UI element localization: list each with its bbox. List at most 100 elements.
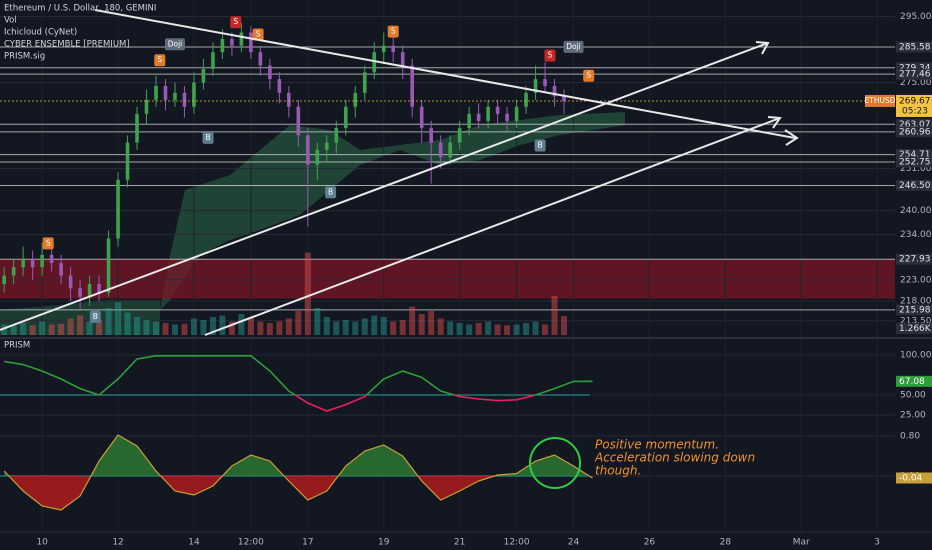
signal-label: B [93,312,98,321]
highlight-circle [529,437,581,489]
pane-title: PRISM [4,341,30,351]
value-label: -0.04 [899,474,923,484]
candle-body [448,142,452,158]
volume-bar [390,321,397,335]
volume-bar [152,321,159,335]
candle-body [97,284,101,293]
last-price-tag [896,94,932,117]
candle-body [163,85,168,100]
volume-bar [190,318,197,335]
volume-tag [896,323,932,334]
candle-body [201,68,206,83]
x-tick-label: 10 [36,538,48,548]
volume-bar [209,317,216,335]
volume-bar [247,317,254,335]
volume-bar [143,320,150,335]
chart-title: Ethereum / U.S. Dollar, 180, GEMINI [4,4,156,14]
y-tick-label: 234.00 [900,230,932,240]
volume-bar [314,308,321,335]
candle-body [514,106,519,121]
y-tick-label: 295.00 [900,12,932,22]
annotation: Positive momentum. [595,438,719,452]
x-tick-label: 12:00 [238,538,264,548]
candle-body [467,113,471,129]
level-tag [896,180,932,192]
volume-bar [485,321,492,335]
signal-label: Doji [168,39,183,48]
value-label: 67.08 [899,377,925,387]
candle-body [400,52,405,66]
volume-bar [171,324,178,335]
symbol-tag [865,94,895,107]
signal-marker [252,28,264,41]
volume-bar [124,312,131,335]
volume-bar [494,324,501,335]
volume-bar [342,320,349,335]
candle-body [239,32,244,46]
x-tick-label: 12:00 [504,538,530,548]
volume-bar [1,324,8,335]
volume-bar [58,323,65,335]
countdown-label: 05:23 [902,106,928,116]
candle-body [192,82,196,107]
volume-bar [134,317,141,335]
candle-body [230,39,234,46]
oscillator-line [4,355,593,412]
volume-bar [456,323,463,335]
candle-body [438,142,443,158]
candle-body [543,79,547,86]
signal-marker [164,38,185,51]
candle-body [125,142,130,180]
volume-bar [513,324,520,335]
indicator-label: CYBER ENSEMBLE [PREMIUM] [4,40,130,50]
volume-bar [86,321,93,335]
candle-body [325,142,329,150]
candle-body [116,179,120,239]
candle-body [315,149,320,165]
y-tick-label: 275.00 [900,78,932,88]
level-label: 279.34 [899,63,931,73]
candle-body [287,92,291,107]
candle-body [2,275,6,285]
level-tag [896,126,932,138]
candle-body [552,85,557,97]
volume-bar [219,315,226,335]
volume-bar [20,323,27,335]
candle-body [106,238,111,293]
volume-bar [447,321,454,335]
trend-lines [0,9,799,489]
level-label: 215.98 [899,305,931,315]
candle-body [562,96,566,101]
candle-body [419,106,424,129]
volume-bar [542,324,549,335]
level-label: 277.46 [899,70,931,80]
candle-body [154,85,158,100]
signal-label: S [256,29,261,38]
level-label: 260.96 [899,127,931,137]
y-tick-label: 25.00 [900,411,926,421]
candle-body [429,128,433,143]
trend-line [0,42,769,331]
volume-bar [475,323,482,335]
ichimoku-cloud [0,300,160,335]
x-tick-label: 24 [568,538,580,548]
volume-bar [276,321,283,335]
indicator-label: Ichicloud (CyNet) [4,28,77,38]
trend-line [204,117,781,336]
volume-label: 1.266K [899,324,932,334]
signal-marker [583,69,595,82]
volume-bar [428,311,435,335]
y-tick-label: 0.80 [900,432,920,442]
indicator-label: Vol [4,16,17,26]
y-tick-label: 240.00 [900,206,932,216]
candle-body [182,92,187,107]
candle-body [486,106,490,121]
candle-body [211,52,215,69]
candle-body [524,92,528,107]
volume-bar [181,323,188,335]
candle-body [372,52,377,73]
y-tick-label: 223.00 [900,275,932,285]
volume-bar [200,320,207,335]
